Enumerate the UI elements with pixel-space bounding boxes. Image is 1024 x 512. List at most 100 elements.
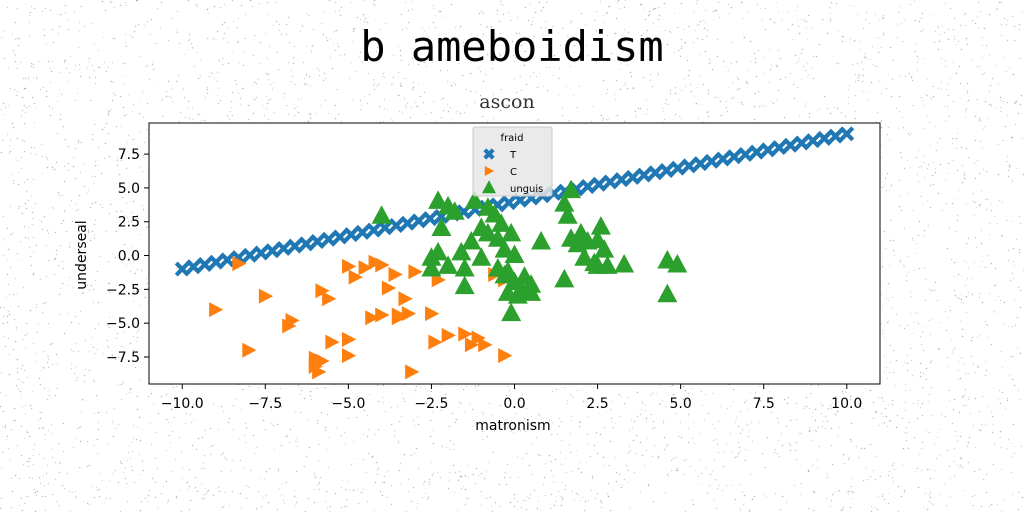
point-t bbox=[828, 128, 843, 144]
point-unguis bbox=[438, 255, 459, 274]
point-unguis bbox=[501, 302, 522, 322]
point-unguis bbox=[471, 247, 492, 266]
point-unguis bbox=[504, 244, 525, 264]
point-c bbox=[428, 334, 443, 350]
point-unguis bbox=[454, 258, 475, 277]
point-t bbox=[782, 137, 798, 153]
point-c bbox=[341, 258, 357, 274]
point-c bbox=[358, 260, 373, 276]
point-c bbox=[341, 348, 357, 364]
point-t bbox=[354, 224, 370, 240]
point-t bbox=[388, 218, 404, 233]
point-t bbox=[839, 126, 855, 142]
point-unguis bbox=[657, 283, 678, 303]
series-unguis bbox=[371, 179, 688, 322]
point-t bbox=[816, 130, 832, 146]
point-unguis bbox=[371, 205, 392, 224]
x-tick-label: −7.5 bbox=[248, 396, 282, 412]
point-t bbox=[614, 172, 629, 188]
point-t bbox=[760, 142, 776, 158]
legend-marker-unguis bbox=[482, 180, 496, 194]
point-t bbox=[343, 227, 359, 243]
point-t bbox=[625, 169, 641, 185]
y-tick-label: −5.0 bbox=[106, 316, 140, 332]
point-c bbox=[405, 364, 420, 380]
legend-box bbox=[472, 126, 553, 197]
point-c bbox=[365, 310, 380, 326]
point-c bbox=[258, 288, 274, 304]
point-t bbox=[366, 222, 382, 238]
point-t bbox=[501, 195, 517, 211]
y-tick-label: −2.5 bbox=[106, 282, 140, 298]
point-unguis bbox=[464, 190, 485, 209]
x-tick-label: −5.0 bbox=[331, 396, 365, 412]
point-c bbox=[388, 266, 403, 282]
legend-label: T bbox=[509, 150, 517, 161]
point-t bbox=[704, 153, 720, 169]
point-t bbox=[771, 140, 787, 156]
point-t bbox=[580, 179, 596, 195]
point-t bbox=[298, 236, 314, 252]
point-t bbox=[253, 245, 269, 261]
point-c bbox=[341, 331, 357, 347]
point-c bbox=[441, 327, 456, 343]
x-axis-label: matronism bbox=[475, 418, 550, 434]
y-tick-label: 2.5 bbox=[118, 215, 140, 231]
point-c bbox=[325, 334, 340, 350]
point-c bbox=[209, 302, 224, 318]
point-unguis bbox=[477, 222, 498, 242]
x-tick-label: 0.0 bbox=[503, 396, 525, 412]
legend-label: unguis bbox=[510, 184, 543, 195]
point-t bbox=[276, 240, 292, 256]
point-c bbox=[498, 348, 513, 364]
point-unguis bbox=[451, 241, 472, 261]
point-unguis bbox=[560, 179, 581, 199]
point-t bbox=[602, 174, 618, 190]
point-t bbox=[794, 135, 810, 151]
y-tick-label: 7.5 bbox=[118, 147, 140, 163]
point-unguis bbox=[444, 201, 465, 220]
point-c bbox=[242, 342, 257, 358]
point-t bbox=[726, 149, 742, 165]
legend-marker-t bbox=[483, 148, 495, 160]
point-t bbox=[422, 211, 438, 227]
point-unguis bbox=[501, 222, 522, 242]
point-t bbox=[264, 243, 280, 259]
x-tick-label: 7.5 bbox=[753, 396, 775, 412]
point-c bbox=[232, 256, 247, 272]
y-axis-label: underseal bbox=[74, 220, 90, 289]
point-unguis bbox=[590, 216, 611, 235]
point-t bbox=[737, 146, 753, 162]
point-unguis bbox=[667, 253, 688, 273]
point-t bbox=[647, 165, 663, 181]
point-c bbox=[458, 326, 473, 342]
x-tick-label: −2.5 bbox=[414, 396, 448, 412]
point-unguis bbox=[454, 275, 475, 295]
figure-suptitle: b ameboidism bbox=[360, 22, 664, 71]
point-c bbox=[312, 364, 327, 380]
point-c bbox=[375, 257, 390, 273]
point-unguis bbox=[494, 239, 515, 258]
chart-title: ascon bbox=[479, 91, 534, 113]
point-t bbox=[219, 252, 235, 268]
point-c bbox=[391, 310, 407, 326]
point-c bbox=[401, 306, 417, 322]
point-t bbox=[332, 229, 348, 245]
point-t bbox=[670, 160, 686, 176]
point-unguis bbox=[428, 190, 449, 209]
point-t bbox=[692, 156, 708, 172]
point-t bbox=[174, 261, 190, 277]
point-t bbox=[681, 158, 697, 174]
y-tick-label: −7.5 bbox=[106, 350, 140, 366]
legend-title: fraid bbox=[501, 133, 524, 144]
point-t bbox=[659, 163, 675, 178]
point-unguis bbox=[531, 231, 552, 250]
point-unguis bbox=[554, 193, 575, 212]
point-c bbox=[398, 291, 413, 307]
point-c bbox=[375, 307, 390, 323]
point-unguis bbox=[557, 205, 578, 224]
point-t bbox=[715, 151, 731, 167]
x-tick-label: −10.0 bbox=[161, 396, 204, 412]
point-unguis bbox=[594, 239, 615, 258]
point-unguis bbox=[521, 282, 542, 301]
